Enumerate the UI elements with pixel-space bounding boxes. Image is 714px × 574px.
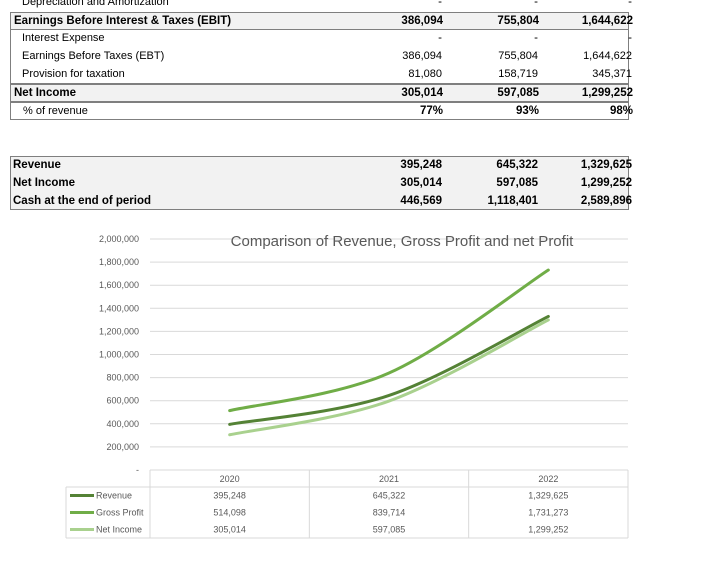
cell-2022: 345,371 (592, 68, 632, 80)
cell-2020: 386,094 (401, 15, 443, 27)
cell-2020: - (438, 0, 442, 8)
chart-title: Comparison of Revenue, Gross Profit and … (231, 233, 574, 250)
row-label: Earnings Before Taxes (EBT) (22, 50, 165, 62)
cell-2022: - (628, 0, 632, 8)
cell-2020: 395,248 (400, 159, 442, 171)
row-label: Interest Expense (22, 32, 105, 44)
cell-2022: - (628, 32, 632, 44)
row-label: Earnings Before Interest & Taxes (EBIT) (14, 15, 232, 27)
y-tick-label: 200,000 (106, 442, 139, 452)
cell-2021: 645,322 (496, 159, 538, 171)
data-label: 1,731,273 (528, 508, 568, 518)
series-line-net-income[interactable] (228, 318, 550, 437)
data-label: 1,299,252 (528, 525, 568, 535)
interest-row[interactable]: Interest Expense - - - (10, 30, 632, 48)
y-tick-label: 800,000 (106, 373, 139, 383)
cell-2021: - (534, 32, 538, 44)
category-label: 2021 (379, 474, 399, 484)
y-tick-label: 1,400,000 (99, 303, 139, 313)
y-tick-label: 600,000 (106, 396, 139, 406)
cell-2022: 1,644,622 (583, 50, 632, 62)
cell-2020: 77% (419, 105, 443, 117)
data-label: 839,714 (373, 508, 406, 518)
cell-2021: 755,804 (498, 50, 538, 62)
cell-2020: - (438, 32, 442, 44)
cell-2020: 386,094 (402, 50, 442, 62)
category-label: 2022 (538, 474, 558, 484)
cell-2022: 98% (609, 105, 633, 117)
ebt-row[interactable]: Earnings Before Taxes (EBT) 386,094 755,… (10, 48, 632, 66)
data-label: 514,098 (213, 508, 246, 518)
cell-2021: 597,085 (496, 177, 538, 189)
net-income-row[interactable]: Net Income 305,014 597,085 1,299,252 (10, 84, 633, 102)
depreciation-row[interactable]: Depreciation and Amortization - - - (10, 0, 632, 12)
summary-revenue-row[interactable]: Revenue 395,248 645,322 1,329,625 (10, 157, 632, 175)
summary-net-income-row[interactable]: Net Income 305,014 597,085 1,299,252 (10, 175, 632, 193)
cell-2020: 305,014 (400, 177, 442, 189)
cell-2020: 81,080 (408, 68, 442, 80)
series-lines (228, 268, 550, 437)
detail-box (10, 30, 629, 84)
cell-2022: 1,299,252 (581, 87, 633, 99)
y-tick-label: 1,200,000 (99, 326, 139, 336)
tax-row[interactable]: Provision for taxation 81,080 158,719 34… (10, 66, 632, 84)
data-label: 645,322 (373, 491, 406, 501)
cell-2021: 158,719 (498, 68, 538, 80)
gridlines (150, 238, 628, 471)
row-label: Cash at the end of period (13, 195, 152, 207)
percent-revenue-row[interactable]: % of revenue 77% 93% 98% (10, 102, 633, 120)
y-tick-label: 1,800,000 (99, 257, 139, 267)
cell-2021: 1,118,401 (487, 195, 538, 207)
legend-label: Revenue (96, 491, 132, 501)
row-label: Revenue (13, 159, 61, 171)
row-label: Net Income (13, 177, 75, 189)
cell-2021: 597,085 (497, 87, 539, 99)
row-label: Net Income (14, 87, 76, 99)
data-label: 597,085 (373, 525, 406, 535)
summary-box (10, 156, 629, 210)
cell-2022: 2,589,896 (580, 195, 632, 207)
data-label: 305,014 (213, 525, 246, 535)
cell-2022: 1,329,625 (580, 159, 632, 171)
chart-data-table: 2020 2021 2022 Revenue 395,248 645,322 1,329,6… (65, 470, 629, 539)
legend-label: Gross Profit (96, 508, 144, 518)
cell-2020: 446,569 (400, 195, 442, 207)
row-label: % of revenue (23, 105, 88, 117)
series-line-revenue[interactable] (228, 314, 550, 426)
y-tick-label: 400,000 (106, 419, 139, 429)
legend-label: Net Income (96, 525, 142, 535)
row-label: Depreciation and Amortization (22, 0, 169, 8)
data-label: 1,329,625 (528, 491, 568, 501)
cell-2020: 305,014 (401, 87, 443, 99)
y-tick-label: 1,600,000 (99, 280, 139, 290)
summary-cash-row[interactable]: Cash at the end of period 446,569 1,118,… (10, 193, 632, 211)
data-label: 395,248 (213, 491, 246, 501)
cell-2021: 93% (515, 105, 539, 117)
row-label: Provision for taxation (22, 68, 125, 80)
cell-2021: - (534, 0, 538, 8)
y-tick-label: 2,000,000 (99, 234, 139, 244)
cell-2021: 755,804 (497, 15, 539, 27)
y-tick-label: - (136, 465, 139, 475)
series-line-gross-profit[interactable] (228, 268, 550, 413)
y-axis-ticks: - 200,000 400,000 600,000 800,000 1,000,000 1,… (99, 234, 139, 475)
y-tick-label: 1,000,000 (99, 350, 139, 360)
category-label: 2020 (220, 474, 240, 484)
cell-2022: 1,644,622 (581, 15, 633, 27)
ebit-row[interactable]: Earnings Before Interest & Taxes (EBIT) … (10, 12, 633, 30)
cell-2022: 1,299,252 (580, 177, 632, 189)
